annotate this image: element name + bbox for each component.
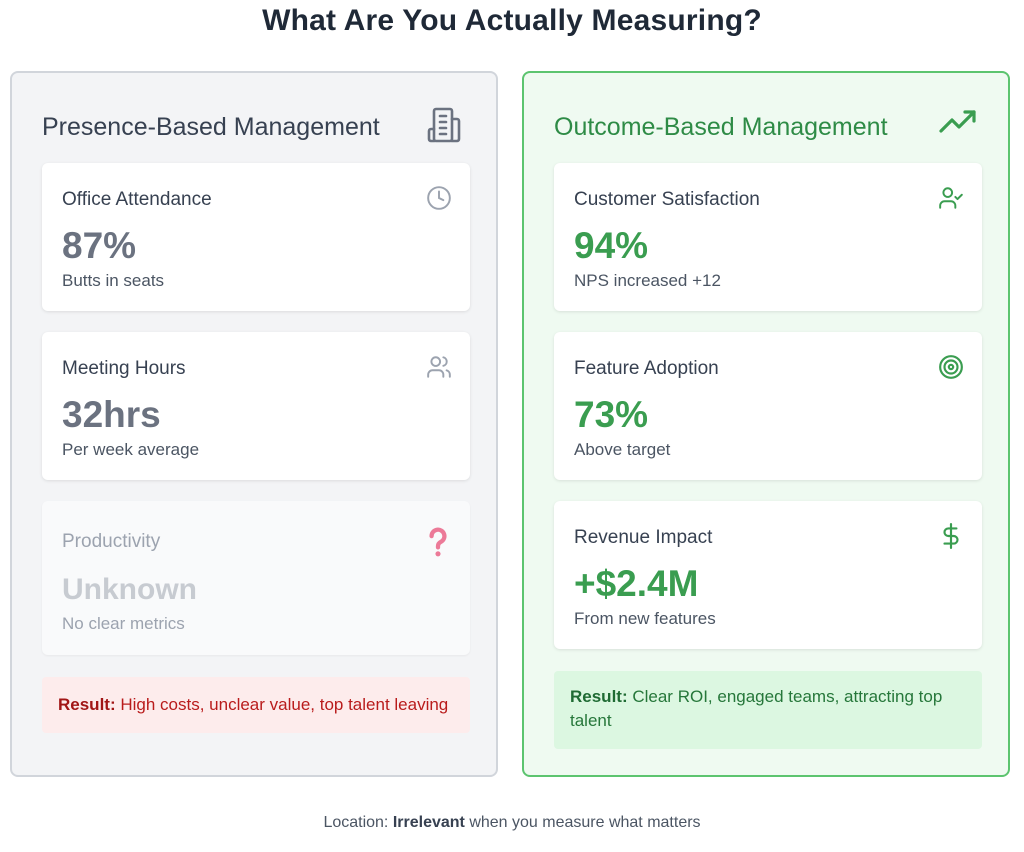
- metric-value: +$2.4M: [574, 563, 699, 604]
- footer-prefix: Location:: [323, 814, 393, 831]
- footer-emphasis: Irrelevant: [392, 814, 465, 831]
- outcome-result: Result: Clear ROI, engaged teams, attrac…: [554, 671, 982, 749]
- trending-up-icon: [939, 110, 976, 133]
- metric-card-productivity: Productivity Unknown No clear metrics: [42, 501, 470, 655]
- metric-label: Productivity: [62, 531, 161, 552]
- outcome-panel-title: Outcome-Based Management: [554, 113, 888, 141]
- user-check-icon: [939, 187, 963, 209]
- result-label: Result:: [570, 687, 628, 706]
- target-icon: [939, 355, 963, 379]
- footer-caption: Location: Irrelevant when you measure wh…: [0, 814, 1024, 832]
- metric-card-feature-adoption: Feature Adoption 73% Above target: [554, 332, 982, 480]
- outcome-panel-header: Outcome-Based Management: [554, 105, 978, 149]
- metric-label: Feature Adoption: [574, 358, 719, 379]
- metric-value: 32hrs: [62, 394, 161, 435]
- metric-subtext: Above target: [574, 440, 671, 459]
- metric-value: 87%: [62, 225, 137, 266]
- metric-subtext: NPS increased +12: [574, 271, 721, 290]
- question-icon: [429, 527, 447, 557]
- dollar-icon: [943, 523, 959, 549]
- metric-subtext: Per week average: [62, 440, 200, 459]
- result-text: High costs, unclear value, top talent le…: [115, 695, 449, 714]
- metric-subtext: No clear metrics: [62, 614, 185, 633]
- metric-label: Office Attendance: [62, 189, 212, 210]
- footer-suffix: when you measure what matters: [464, 814, 701, 831]
- metric-value: Unknown: [62, 573, 197, 606]
- metric-label: Revenue Impact: [574, 527, 713, 548]
- metric-label: Customer Satisfaction: [574, 189, 760, 210]
- metric-card-meeting-hours: Meeting Hours 32hrs Per week average: [42, 332, 470, 480]
- metric-value: 73%: [574, 394, 649, 435]
- office-building-icon: [427, 107, 461, 143]
- metric-card-customer-satisfaction: Customer Satisfaction 94% NPS increased …: [554, 163, 982, 311]
- metric-value: 94%: [574, 225, 649, 266]
- presence-panel-header: Presence-Based Management: [42, 105, 466, 149]
- result-text: Clear ROI, engaged teams, attracting top…: [570, 687, 943, 730]
- outcome-panel: Outcome-Based Management Customer Satisf…: [522, 71, 1010, 777]
- metric-card-revenue-impact: Revenue Impact +$2.4M From new features: [554, 501, 982, 649]
- page-title: What Are You Actually Measuring?: [262, 4, 762, 37]
- presence-panel-title: Presence-Based Management: [42, 113, 380, 141]
- metric-card-office-attendance: Office Attendance 87% Butts in seats: [42, 163, 470, 311]
- users-icon: [427, 356, 451, 378]
- metric-subtext: From new features: [574, 609, 716, 628]
- presence-result: Result: High costs, unclear value, top t…: [42, 677, 470, 733]
- metric-subtext: Butts in seats: [62, 271, 165, 290]
- presence-panel: Presence-Based Management Office Attenda…: [10, 71, 498, 777]
- result-label: Result:: [58, 695, 116, 714]
- metric-label: Meeting Hours: [62, 358, 186, 379]
- clock-icon: [427, 186, 451, 210]
